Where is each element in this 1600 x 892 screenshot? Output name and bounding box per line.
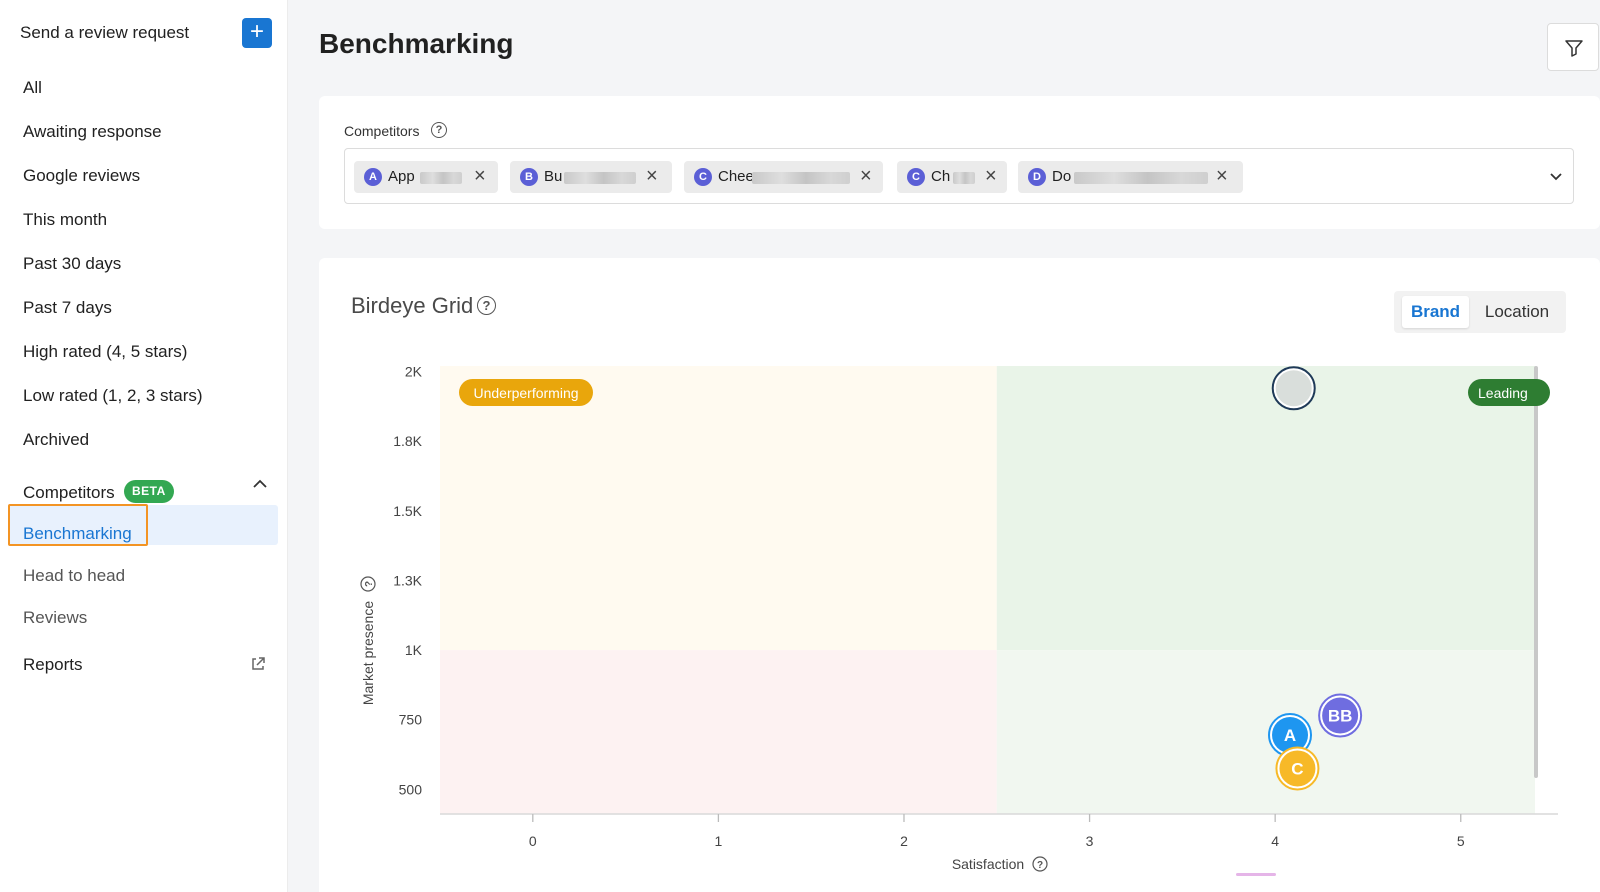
redacted-text [1074, 172, 1208, 184]
y-tick-label: 1K [405, 642, 423, 658]
toggle-location[interactable]: Location [1484, 302, 1550, 321]
close-icon[interactable]: × [474, 165, 486, 187]
data-point-label: C [1291, 759, 1303, 778]
sidebar-item-archived[interactable]: Archived [23, 430, 90, 449]
beta-badge: BETA [124, 480, 174, 503]
help-icon[interactable] [1032, 856, 1048, 872]
view-toggle: Brand Location [1394, 291, 1566, 333]
chip-label: Bu [544, 168, 563, 185]
chip-avatar: C [694, 168, 712, 186]
chip-avatar: B [520, 168, 538, 186]
close-icon[interactable]: × [646, 165, 658, 187]
competitor-chip[interactable]: A App × [354, 161, 498, 193]
data-point-label: A [1284, 726, 1296, 745]
toggle-brand[interactable]: Brand [1402, 296, 1469, 328]
sidebar-item-past-30-days[interactable]: Past 30 days [23, 254, 122, 273]
quadrant-top-left [440, 366, 997, 651]
x-tick-label: 2 [900, 833, 908, 849]
redacted-text [752, 172, 850, 184]
chip-label: Ch [931, 168, 951, 185]
x-axis-label: Satisfaction [952, 856, 1024, 872]
quadrant-bottom-left [440, 650, 997, 814]
x-tick-label: 1 [714, 833, 722, 849]
chevron-up-icon[interactable] [251, 477, 269, 491]
x-tick-label: 3 [1086, 833, 1094, 849]
competitor-chip[interactable]: C Chee × [684, 161, 883, 193]
data-point[interactable] [1279, 750, 1316, 787]
chip-avatar: C [907, 168, 925, 186]
page-title: Benchmarking [319, 28, 514, 59]
chip-label: App [388, 168, 415, 185]
competitor-chip[interactable]: C Ch × [897, 161, 1007, 193]
y-tick-label: 1.8K [393, 433, 422, 449]
sidebar-item-reviews[interactable]: Reviews [23, 608, 88, 627]
x-tick-label: 5 [1457, 833, 1465, 849]
data-point[interactable] [1272, 717, 1309, 754]
data-point[interactable] [1275, 370, 1312, 407]
chip-label: Chee [718, 168, 754, 185]
help-icon[interactable]: ? [477, 296, 496, 315]
quadrant-top-right [996, 366, 1535, 651]
redacted-text [420, 172, 462, 184]
sidebar-item-head-to-head[interactable]: Head to head [23, 566, 126, 585]
sidebar-item-this-month[interactable]: This month [23, 210, 108, 229]
external-link-icon[interactable] [250, 656, 266, 672]
y-axis-label: Market presence [360, 601, 376, 705]
sidebar-item-awaiting-response[interactable]: Awaiting response [23, 122, 162, 141]
grid-scrollbar[interactable] [1534, 366, 1538, 778]
sidebar-item-all[interactable]: All [23, 78, 42, 97]
close-icon[interactable]: × [860, 165, 872, 187]
data-point-label: BB [1328, 707, 1353, 726]
y-tick-label: 500 [399, 781, 423, 797]
chevron-down-icon[interactable] [1548, 171, 1564, 183]
chip-avatar: D [1028, 168, 1046, 186]
competitors-label: Competitors [344, 123, 420, 139]
help-icon-glyph: ? [364, 581, 375, 587]
help-icon[interactable]: ? [431, 122, 447, 138]
competitors-card: Competitors ? A App × B Bu × C Chee × C … [319, 96, 1600, 229]
competitor-chip[interactable]: D Do × [1018, 161, 1243, 193]
competitors-select[interactable]: A App × B Bu × C Chee × C Ch × D Do × [344, 148, 1574, 204]
quadrant-label-leading: Leading [1478, 385, 1528, 401]
quadrant-label-underperforming: Underperforming [473, 385, 578, 401]
sidebar-item-google-reviews[interactable]: Google reviews [23, 166, 141, 185]
help-icon-glyph: ? [1037, 860, 1043, 871]
close-icon[interactable]: × [1216, 165, 1228, 187]
chip-avatar: A [364, 168, 382, 186]
y-tick-label: 750 [399, 712, 423, 728]
sidebar-item-reports[interactable]: Reports [23, 655, 83, 674]
redacted-mark [1236, 873, 1276, 876]
redacted-text [564, 172, 636, 184]
x-tick-label: 0 [529, 833, 537, 849]
competitors-section-label: Competitors [23, 483, 115, 502]
send-review-request-label: Send a review request [20, 23, 190, 42]
sidebar-item-high-rated[interactable]: High rated (4, 5 stars) [23, 342, 188, 361]
sidebar-item-benchmarking-bg [8, 505, 278, 545]
add-request-button[interactable]: + [242, 18, 272, 48]
sidebar-item-low-rated[interactable]: Low rated (1, 2, 3 stars) [23, 386, 203, 405]
quadrant-label-underperforming-bg [459, 379, 593, 406]
highlight-outline [8, 504, 148, 546]
grid-title: Birdeye Grid [351, 293, 474, 318]
x-tick-label: 4 [1271, 833, 1279, 849]
y-tick-label: 1.5K [393, 503, 422, 519]
sidebar: Send a review request + All Awaiting res… [0, 0, 288, 892]
filter-icon [1565, 40, 1583, 57]
y-tick-label: 2K [405, 364, 423, 380]
chip-label: Do [1052, 168, 1072, 185]
redacted-text [953, 172, 975, 184]
help-icon[interactable] [360, 576, 376, 592]
competitor-chip[interactable]: B Bu × [510, 161, 672, 193]
send-review-request[interactable]: Send a review request + [20, 18, 272, 48]
quadrant-bottom-right [996, 650, 1535, 814]
sidebar-item-benchmarking[interactable]: Benchmarking [23, 524, 132, 543]
sidebar-item-past-7-days[interactable]: Past 7 days [23, 298, 112, 317]
data-point[interactable] [1322, 697, 1359, 734]
filter-button[interactable] [1547, 23, 1599, 71]
y-tick-label: 1.3K [393, 572, 422, 588]
quadrant-label-leading-bg [1468, 379, 1550, 406]
close-icon[interactable]: × [985, 165, 997, 187]
sidebar-section-competitors[interactable]: Competitors BETA [23, 480, 174, 503]
